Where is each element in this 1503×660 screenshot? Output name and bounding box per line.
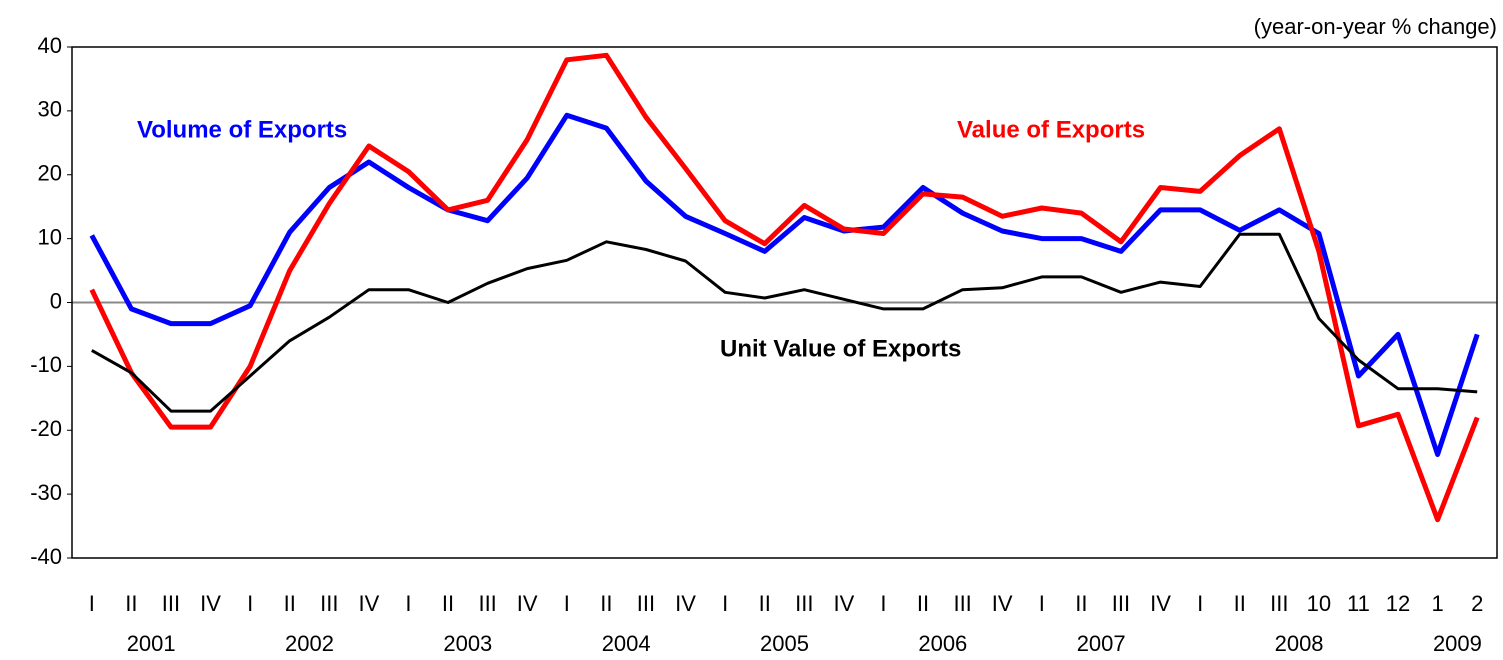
x-tick-label: II (442, 591, 454, 616)
series-line (89, 52, 1480, 523)
x-tick-label: 11 (1347, 591, 1370, 616)
x-tick-label: III (320, 591, 338, 616)
x-tick-label: III (637, 591, 655, 616)
y-tick-label: -20 (30, 416, 62, 441)
x-tick-label: I (1197, 591, 1203, 616)
unit-note: (year-on-year % change) (1254, 14, 1497, 39)
x-group-label: 2008 (1275, 631, 1324, 656)
x-group-label: 2003 (443, 631, 492, 656)
series-line (89, 112, 1480, 457)
x-tick-label: IV (992, 591, 1013, 616)
x-tick-label: IV (675, 591, 696, 616)
x-tick-label: II (759, 591, 771, 616)
x-tick-label: II (1234, 591, 1246, 616)
x-tick-label: 10 (1307, 591, 1331, 616)
x-group-label: 2009 (1433, 631, 1482, 656)
y-tick-label: 20 (38, 161, 62, 186)
x-tick-label: II (1075, 591, 1087, 616)
x-tick-label: III (478, 591, 496, 616)
x-group-label: 2002 (285, 631, 334, 656)
x-tick-label: II (600, 591, 612, 616)
x-group-label: 2006 (918, 631, 967, 656)
y-tick-label: 0 (50, 288, 62, 313)
x-tick-label: II (917, 591, 929, 616)
series-label: Unit Value of Exports (720, 335, 961, 362)
x-tick-label: 1 (1432, 591, 1444, 616)
x-tick-label: III (1270, 591, 1288, 616)
y-tick-label: -40 (30, 544, 62, 569)
x-group-label: 2005 (760, 631, 809, 656)
x-tick-label: III (953, 591, 971, 616)
y-tick-label: 40 (38, 33, 62, 58)
y-tick-label: -10 (30, 352, 62, 377)
y-tick-label: 10 (38, 224, 62, 249)
x-tick-label: III (795, 591, 813, 616)
x-tick-label: I (1039, 591, 1045, 616)
x-tick-label: II (125, 591, 137, 616)
y-tick-label: 30 (38, 97, 62, 122)
series-line (91, 232, 1478, 413)
x-tick-label: IV (358, 591, 379, 616)
x-tick-label: IV (517, 591, 538, 616)
y-tick-label: -30 (30, 480, 62, 505)
x-tick-label: 12 (1386, 591, 1410, 616)
x-tick-label: III (1112, 591, 1130, 616)
x-tick-label: II (284, 591, 296, 616)
series-label: Volume of Exports (137, 116, 347, 143)
x-group-label: 2001 (127, 631, 176, 656)
x-tick-label: I (247, 591, 253, 616)
x-tick-label: IV (833, 591, 854, 616)
x-group-label: 2004 (602, 631, 651, 656)
x-tick-label: III (162, 591, 180, 616)
x-tick-label: I (564, 591, 570, 616)
plot-border (71, 46, 1498, 559)
x-tick-label: IV (1150, 591, 1171, 616)
x-tick-label: I (722, 591, 728, 616)
series-label: Value of Exports (957, 116, 1145, 143)
x-tick-label: I (880, 591, 886, 616)
x-tick-label: IV (200, 591, 221, 616)
x-tick-label: 2 (1471, 591, 1483, 616)
x-tick-label: I (89, 591, 95, 616)
x-group-label: 2007 (1077, 631, 1126, 656)
x-tick-label: I (405, 591, 411, 616)
